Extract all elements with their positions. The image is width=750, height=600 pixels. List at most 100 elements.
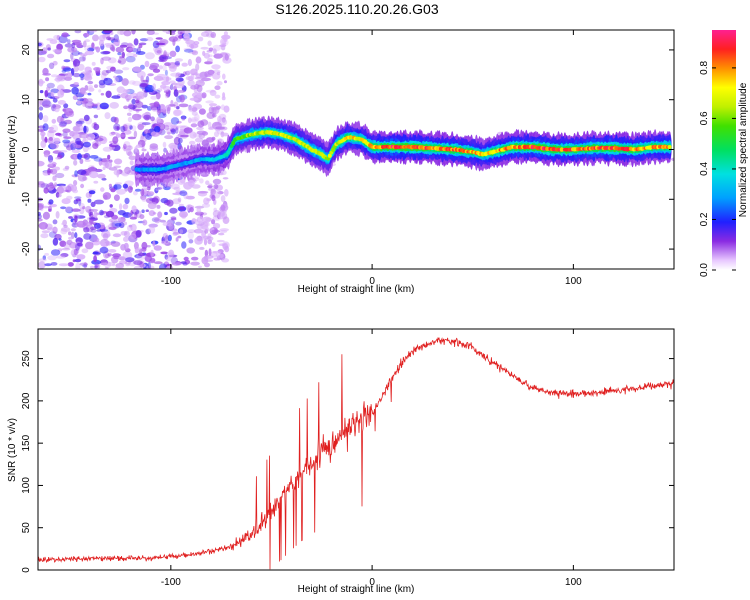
spectrogram-speckle (54, 166, 60, 171)
spectrogram-speckle (50, 262, 58, 266)
spectrogram-speckle (211, 106, 220, 115)
spectrogram-speckle (128, 145, 132, 148)
spectrogram-speckle (201, 203, 211, 208)
spectrogram-speckle (167, 253, 174, 258)
spectrogram-speckle (129, 92, 138, 99)
colorbar-ticks: 0.0 0.2 0.4 0.6 0.8 (699, 61, 736, 277)
spectrogram-speckle (102, 192, 112, 200)
spectrogram-speckle (224, 80, 227, 84)
spectrogram-speckle (83, 114, 90, 122)
snr-panel: -100 0 100 0 50 100 150 200 250 Height of strai… (7, 328, 675, 595)
spectrogram-speckle (47, 155, 54, 163)
spectrogram-speckle (186, 247, 195, 254)
spectrogram-speckle (169, 80, 176, 84)
spectrogram-speckle (175, 77, 184, 82)
spectrogram-speckle (143, 114, 151, 121)
spectrogram-speckle (74, 30, 82, 34)
spectrogram-speckle (187, 229, 196, 234)
spectrogram-speckle (210, 188, 215, 197)
spectrogram-speckle (183, 127, 193, 134)
spectrogram-speckle (123, 30, 132, 37)
spectrogram-speckle (93, 67, 101, 71)
spectrogram-speckle (213, 53, 223, 59)
spectrogram-speckle (173, 186, 181, 191)
spectrogram-speckle (83, 233, 92, 240)
spectrogram-speckle (139, 214, 145, 220)
spectrogram-speckle (133, 130, 138, 138)
spectrogram-speckle (94, 265, 98, 269)
spectrogram-speckle (175, 189, 183, 196)
spectrogram-speckle (211, 64, 221, 70)
spectrogram-speckle (175, 237, 179, 242)
spectrogram-speckle (41, 230, 51, 234)
spectrogram-speckle (127, 212, 134, 218)
spectrogram-speckle (159, 55, 167, 62)
spectrogram-speckle (41, 223, 46, 230)
spectrogram-speckle (88, 216, 95, 220)
spectrogram-speckle (203, 197, 210, 205)
spectrogram-speckle (191, 217, 197, 225)
spectrogram-speckle (219, 126, 228, 131)
spectrogram-speckle (82, 264, 88, 268)
colorbar-tick-label: 0.4 (699, 162, 710, 176)
spectrogram-speckle (204, 228, 211, 232)
spectrogram-speckle (170, 99, 174, 106)
spectrogram-speckle (93, 237, 100, 243)
spectrogram-speckle (62, 167, 69, 171)
spectrogram-speckle (38, 203, 44, 211)
spectrogram-speckle (102, 146, 113, 152)
spectrogram-speckle (188, 50, 197, 54)
spectrogram-speckle (42, 255, 46, 260)
spectrogram-speckle (95, 46, 101, 53)
spectrogram-x-tick-label: 100 (565, 276, 582, 287)
spectrogram-speckle (38, 56, 46, 63)
snr-y-tick-label: 200 (21, 392, 32, 409)
spectrogram-speckle (48, 126, 54, 130)
spectrogram-speckle (87, 92, 92, 96)
spectrogram-speckle (224, 189, 229, 197)
spectrogram-speckle (141, 104, 148, 109)
spectrogram-speckle (71, 86, 79, 95)
spectrogram-speckle (71, 208, 81, 212)
spectrogram-speckle (88, 85, 94, 89)
spectrogram-speckle (93, 123, 100, 131)
spectrogram-y-tick-label: 0 (21, 146, 32, 152)
spectrogram-speckle (109, 102, 119, 109)
spectrogram-speckle (209, 89, 217, 96)
spectrogram-speckle (194, 176, 200, 179)
spectrogram-speckle (204, 30, 213, 34)
spectrogram-speckle (99, 246, 109, 254)
spectrogram-x-tick-label: 0 (369, 276, 375, 287)
spectrogram-speckle (84, 47, 90, 51)
spectrogram-speckle (161, 240, 170, 245)
spectrogram-speckle (162, 85, 171, 91)
spectrogram-speckle (191, 177, 200, 182)
spectrogram-speckle (93, 210, 98, 218)
spectrogram-speckle (195, 73, 204, 78)
spectrogram-speckle (90, 265, 95, 269)
spectrogram-speckle (142, 79, 149, 83)
spectrogram-speckle (79, 87, 86, 95)
spectrogram-speckle (153, 245, 162, 251)
spectrogram-speckle (129, 233, 137, 240)
spectrogram-speckle (67, 262, 74, 267)
spectrogram-speckle (177, 235, 182, 239)
spectrogram-speckle (78, 118, 85, 123)
spectrogram-speckle (119, 55, 124, 59)
spectrogram-speckle (100, 72, 107, 81)
spectrogram-speckle (82, 137, 87, 143)
spectrogram-speckle (86, 209, 94, 213)
spectrogram-speckle (48, 129, 57, 133)
spectrogram-speckle (125, 56, 136, 63)
spectrogram-speckle (51, 118, 57, 124)
spectrogram-speckle (190, 261, 200, 266)
spectrogram-speckle (175, 45, 181, 53)
spectrogram-speckle (55, 132, 62, 136)
spectrogram-speckle (81, 248, 89, 254)
spectrogram-speckle (113, 255, 120, 260)
spectrogram-speckle (177, 197, 182, 202)
spectrogram-speckle (124, 197, 130, 205)
spectrogram-speckle (117, 60, 122, 64)
spectrogram-speckle (220, 204, 226, 211)
spectrogram-speckle (71, 39, 82, 43)
